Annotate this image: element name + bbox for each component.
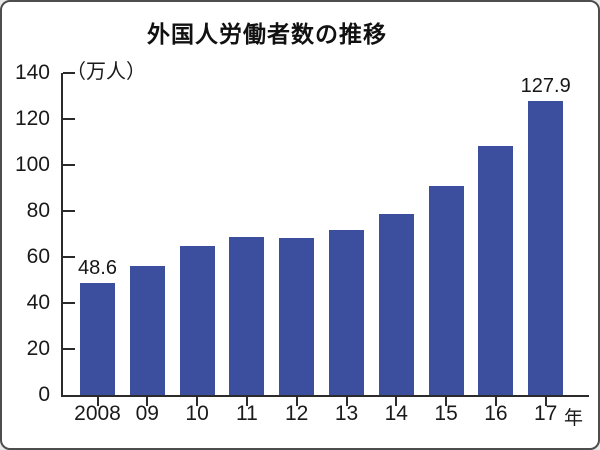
x-axis-tick	[146, 397, 149, 406]
x-axis-tick	[345, 397, 348, 406]
y-axis-tick	[63, 256, 75, 258]
bar-value-label: 127.9	[520, 74, 571, 97]
bar	[528, 100, 564, 395]
x-axis-tick-label: 2008	[74, 402, 121, 425]
x-axis-tick-label: 11	[235, 402, 258, 425]
bar	[129, 265, 165, 395]
x-axis-tick-label: 12	[285, 402, 309, 425]
x-axis-tick	[196, 397, 199, 406]
y-axis-tick	[63, 118, 75, 120]
y-axis-tick	[63, 164, 75, 166]
bar	[279, 238, 315, 395]
bar	[179, 245, 215, 395]
y-axis-tick-label: 0	[38, 383, 50, 406]
x-axis-tick	[395, 397, 398, 406]
x-axis-tick	[96, 397, 99, 406]
y-axis-tick-label: 80	[26, 199, 50, 222]
y-axis-tick-label: 120	[14, 107, 50, 130]
x-axis-tick-label: 13	[334, 402, 359, 425]
x-axis-tick-label: 17	[534, 402, 558, 425]
x-axis-tick-label: 14	[384, 402, 408, 425]
y-axis-tick	[63, 210, 75, 212]
bar	[80, 283, 115, 395]
y-axis-unit-label: （万人）	[66, 61, 146, 83]
bar-value-label: 48.6	[78, 257, 117, 280]
chart-title: 外国人労働者数の推移	[147, 21, 387, 47]
x-axis-tick-label: 15	[434, 402, 458, 425]
bar	[478, 145, 514, 395]
x-axis-tick-label: 10	[185, 402, 209, 425]
x-axis-tick	[245, 397, 248, 406]
bar	[428, 186, 464, 395]
x-axis-tick-label: 16	[484, 402, 508, 425]
y-axis-tick	[63, 348, 75, 350]
x-axis-suffix-label: 年	[564, 408, 584, 429]
y-axis-tick-label: 20	[26, 337, 50, 360]
y-axis-tick-label: 140	[14, 61, 50, 84]
plot-area: 48.6 127.9	[61, 72, 589, 397]
y-axis-tick	[63, 72, 75, 74]
y-axis-tick-label: 100	[14, 153, 50, 176]
bar	[229, 237, 265, 395]
x-axis-tick	[494, 397, 497, 406]
bar	[329, 229, 364, 395]
y-axis-tick-label: 40	[26, 291, 50, 314]
x-axis-tick-label: 09	[135, 402, 159, 425]
x-axis-tick	[445, 397, 448, 406]
x-axis-tick	[544, 397, 547, 406]
x-axis-tick	[295, 397, 298, 406]
bar	[378, 213, 414, 395]
y-axis-tick	[63, 302, 75, 304]
y-axis-tick-label: 60	[26, 245, 50, 268]
